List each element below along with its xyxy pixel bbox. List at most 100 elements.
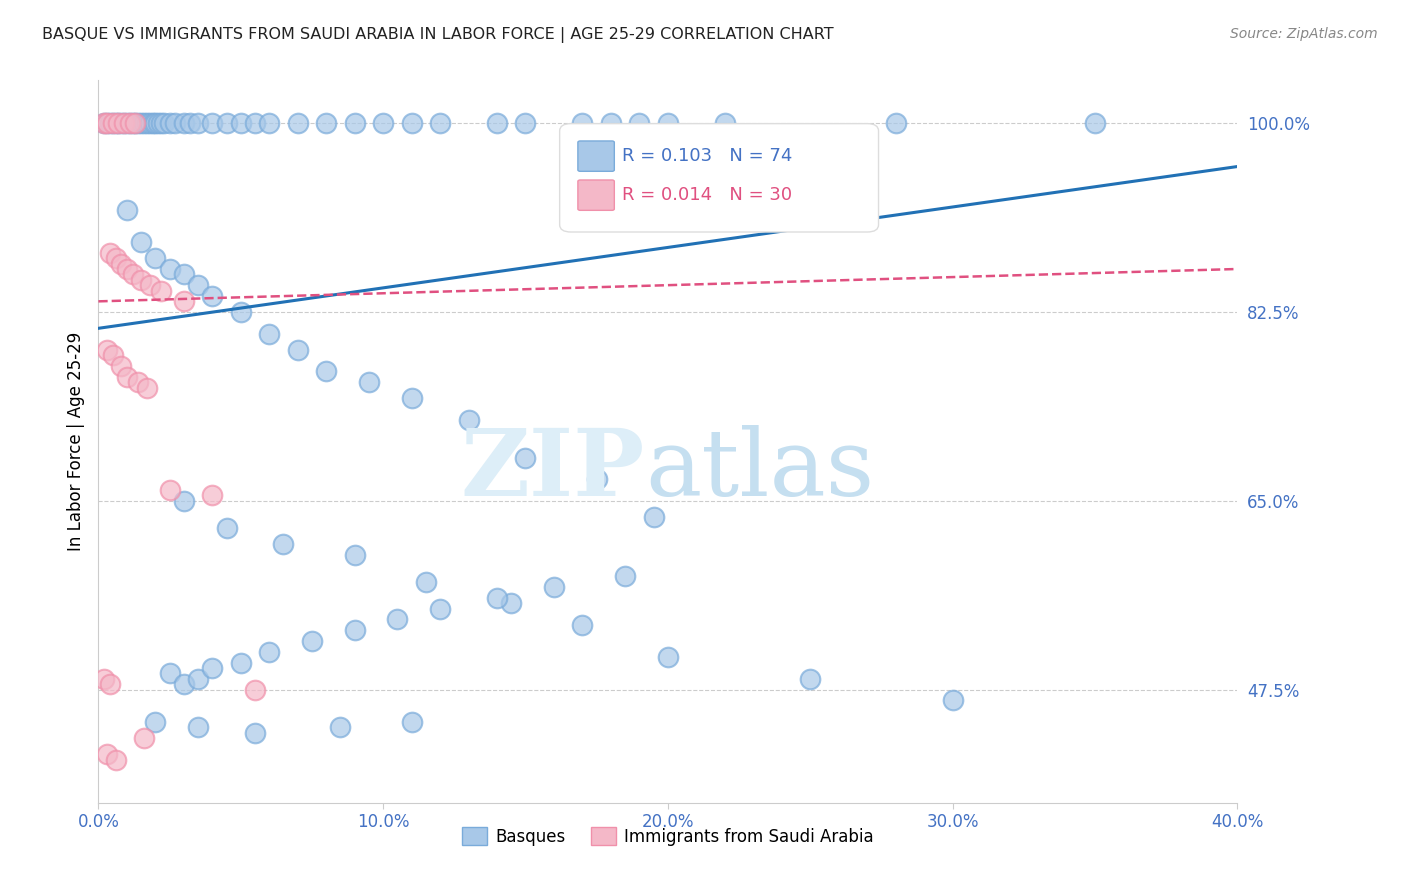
Point — [657, 116, 679, 130]
Point — [145, 251, 167, 265]
Point — [301, 634, 323, 648]
Point — [129, 116, 152, 130]
Point — [115, 202, 138, 217]
Point — [101, 116, 124, 130]
Point — [98, 116, 121, 130]
Text: Source: ZipAtlas.com: Source: ZipAtlas.com — [1230, 27, 1378, 41]
Point — [229, 116, 252, 130]
Point — [315, 364, 337, 378]
Point — [135, 116, 157, 130]
Point — [571, 116, 593, 130]
Point — [110, 359, 132, 373]
Point — [173, 493, 195, 508]
Point — [96, 116, 118, 130]
Point — [571, 618, 593, 632]
Point — [159, 666, 181, 681]
Point — [243, 725, 266, 739]
Point — [121, 268, 143, 282]
Point — [115, 369, 138, 384]
Point — [457, 413, 479, 427]
Point — [127, 116, 149, 130]
Point — [150, 284, 173, 298]
Point — [229, 656, 252, 670]
Point — [329, 720, 352, 734]
Point — [132, 116, 155, 130]
Point — [315, 116, 337, 130]
Point — [799, 672, 821, 686]
Point — [145, 116, 167, 130]
Point — [614, 569, 637, 583]
Point — [110, 257, 132, 271]
Point — [129, 273, 152, 287]
Point — [112, 116, 135, 130]
Point — [98, 245, 121, 260]
Point — [543, 580, 565, 594]
Point — [96, 747, 118, 762]
Point — [98, 677, 121, 691]
Point — [101, 116, 124, 130]
Point — [942, 693, 965, 707]
Point — [159, 262, 181, 277]
Point — [643, 510, 665, 524]
Point — [273, 537, 295, 551]
Point — [159, 483, 181, 497]
FancyBboxPatch shape — [578, 141, 614, 171]
Point — [112, 116, 135, 130]
Point — [259, 326, 281, 341]
Y-axis label: In Labor Force | Age 25-29: In Labor Force | Age 25-29 — [66, 332, 84, 551]
Point — [93, 116, 115, 130]
Point — [343, 116, 366, 130]
Point — [104, 753, 127, 767]
Text: ZIP: ZIP — [461, 425, 645, 516]
Point — [153, 116, 176, 130]
Point — [165, 116, 187, 130]
Point — [259, 645, 281, 659]
Point — [515, 450, 537, 465]
Point — [93, 116, 115, 130]
Point — [187, 720, 209, 734]
Text: R = 0.103   N = 74: R = 0.103 N = 74 — [623, 147, 793, 165]
Point — [429, 116, 451, 130]
Point — [124, 116, 146, 130]
Point — [187, 278, 209, 293]
Point — [118, 116, 141, 130]
Point — [486, 591, 509, 605]
Point — [138, 278, 160, 293]
Point — [201, 661, 224, 675]
Point — [118, 116, 141, 130]
Point — [127, 376, 149, 390]
Point — [201, 116, 224, 130]
Point — [150, 116, 173, 130]
Point — [107, 116, 129, 130]
Point — [107, 116, 129, 130]
Point — [387, 612, 409, 626]
Point — [486, 116, 509, 130]
Point — [96, 343, 118, 357]
Point — [187, 116, 209, 130]
Point — [501, 596, 523, 610]
Point — [101, 348, 124, 362]
Point — [104, 116, 127, 130]
Point — [287, 116, 309, 130]
Point — [135, 381, 157, 395]
Point — [714, 116, 737, 130]
Point — [243, 682, 266, 697]
Point — [201, 289, 224, 303]
Point — [141, 116, 163, 130]
Point — [357, 376, 380, 390]
Text: BASQUE VS IMMIGRANTS FROM SAUDI ARABIA IN LABOR FORCE | AGE 25-29 CORRELATION CH: BASQUE VS IMMIGRANTS FROM SAUDI ARABIA I… — [42, 27, 834, 43]
Point — [173, 294, 195, 309]
Point — [124, 116, 146, 130]
Point — [884, 116, 907, 130]
Point — [129, 235, 152, 249]
Point — [187, 672, 209, 686]
Point — [243, 116, 266, 130]
Point — [657, 650, 679, 665]
Point — [415, 574, 437, 589]
Point — [173, 268, 195, 282]
FancyBboxPatch shape — [560, 124, 879, 232]
Point — [229, 305, 252, 319]
Point — [401, 116, 423, 130]
Point — [600, 116, 623, 130]
Point — [215, 521, 238, 535]
